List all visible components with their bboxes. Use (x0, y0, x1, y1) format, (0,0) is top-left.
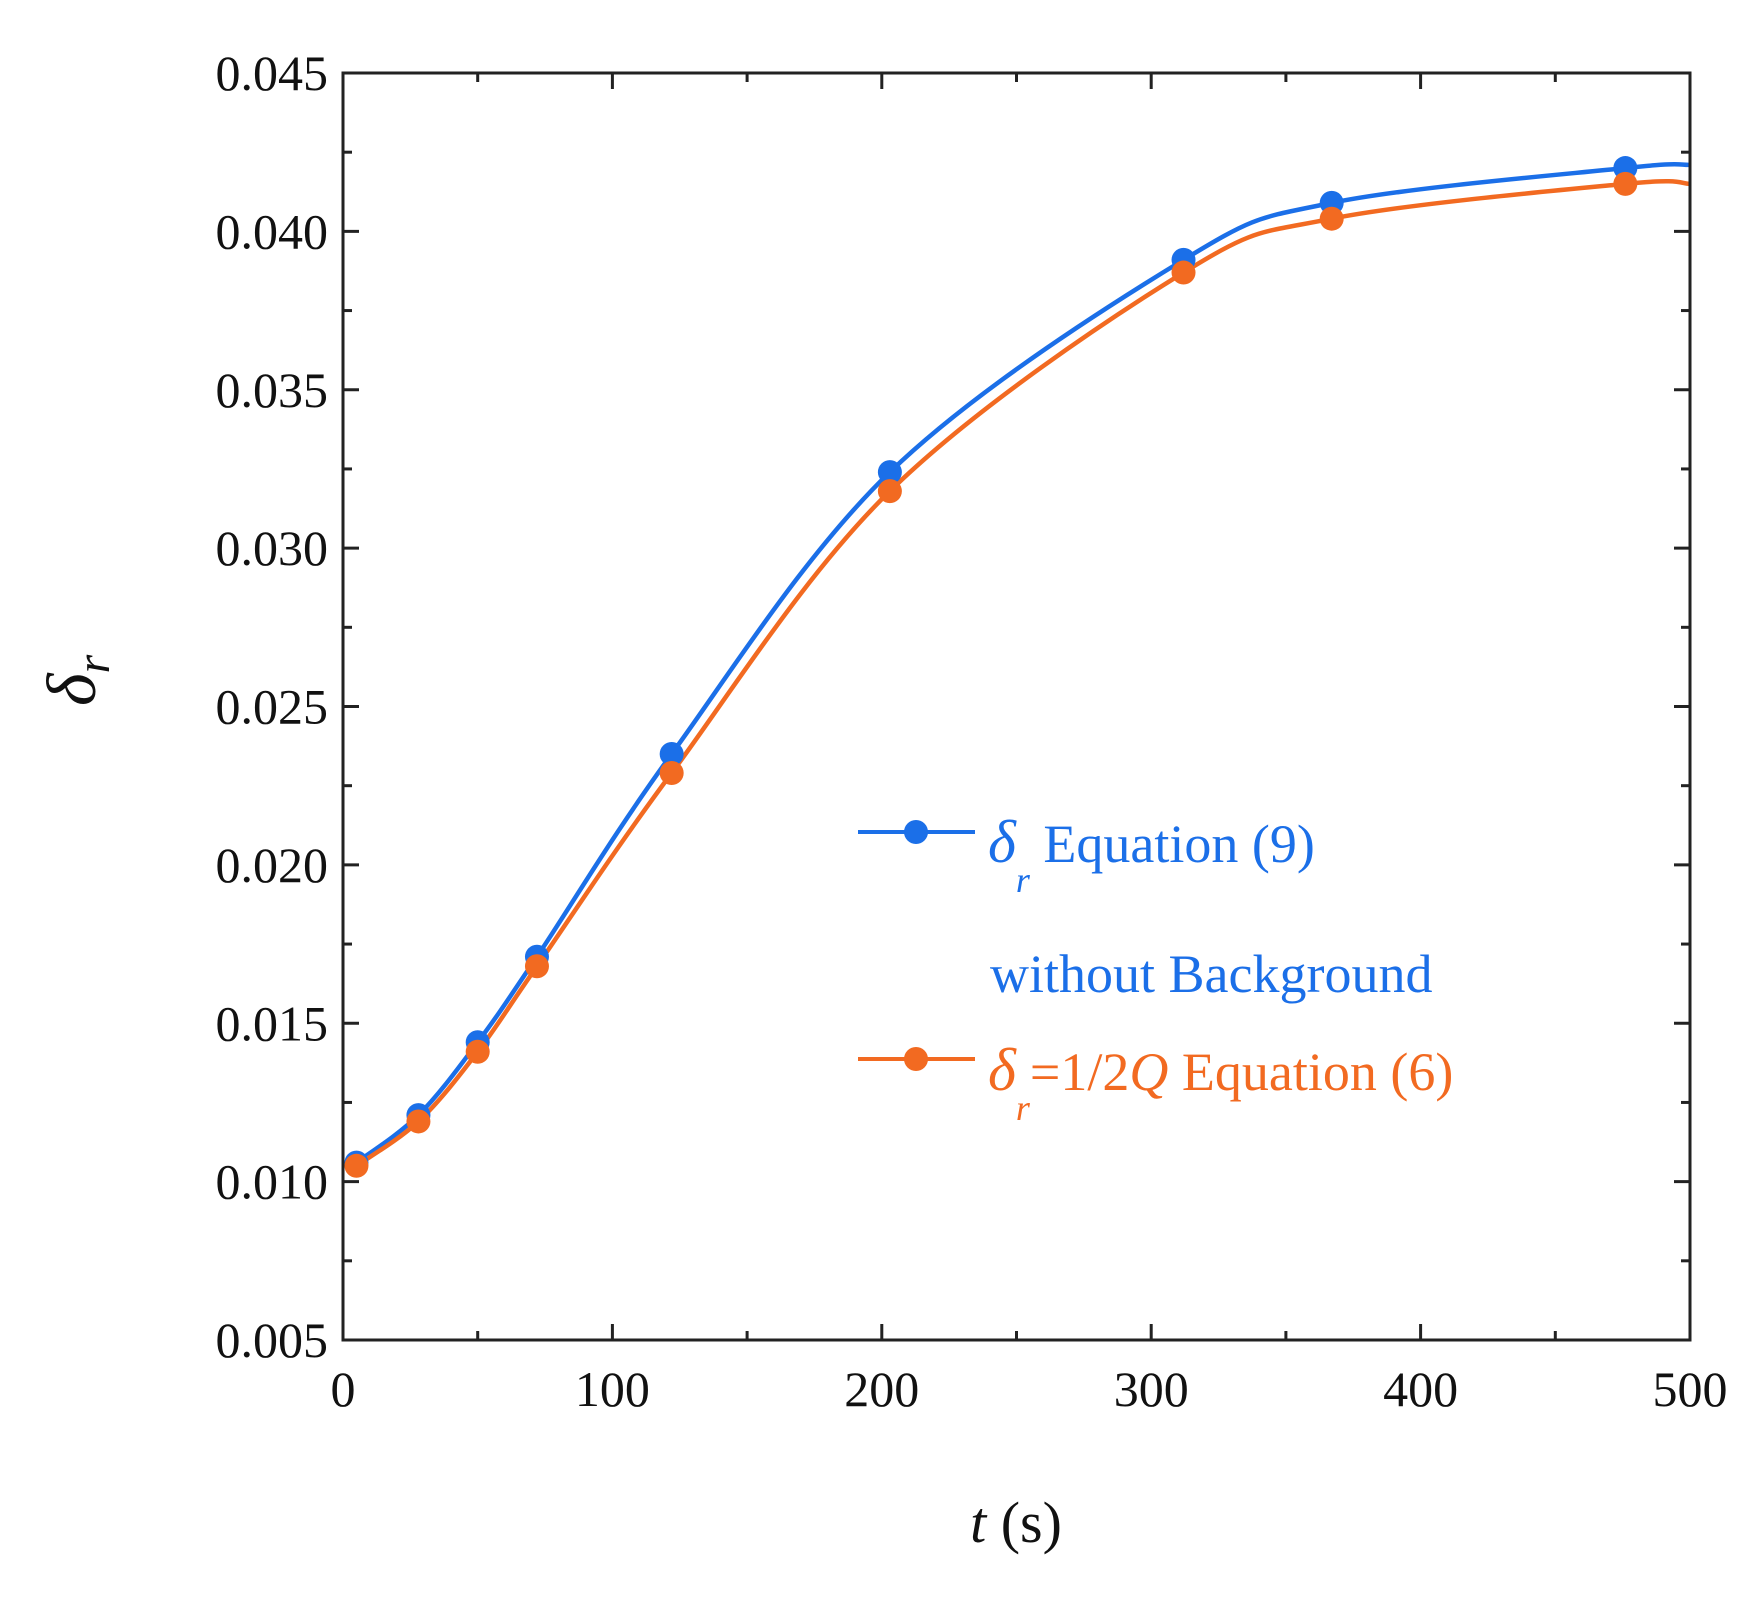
x-tick-label: 300 (1114, 1361, 1189, 1417)
legend-orange-symbol: δ (988, 1037, 1017, 1103)
y-tick-label: 0.025 (216, 679, 329, 735)
x-axis-label: t (s) (970, 1490, 1062, 1555)
x-axis-label-var: t (970, 1490, 988, 1555)
data-point-1 (344, 1153, 369, 1178)
data-point-1 (1171, 260, 1196, 285)
data-point-0 (877, 460, 902, 485)
legend-marker-blue (904, 820, 928, 844)
y-axis-label-symbol: δ (34, 672, 111, 706)
legend-orange-sub: r (1016, 1088, 1031, 1128)
series-line-1 (355, 179, 1691, 1168)
data-point-0 (659, 742, 684, 767)
x-tick-label: 500 (1653, 1361, 1728, 1417)
x-tick-label: 200 (844, 1361, 919, 1417)
legend: δr Equation (9) without Background δr=1/… (858, 809, 1453, 1128)
data-point-1 (1613, 171, 1638, 196)
legend-label-orange: δr=1/2Q Equation (6) (988, 1037, 1453, 1128)
labels-layer: 0 100 200 300 400 500 0.005 0.010 0.015 0.020 0.02… (216, 45, 1728, 1417)
legend-orange-q: Q (1129, 1042, 1168, 1102)
ticks-layer (341, 71, 1692, 1342)
series-line-0 (355, 162, 1691, 1165)
data-point-1 (465, 1039, 490, 1064)
y-tick-label: 0.015 (216, 995, 329, 1051)
y-axis-label: δr (34, 654, 120, 706)
y-tick-label: 0.020 (216, 837, 329, 893)
legend-blue-rest: Equation (9) (1030, 814, 1315, 874)
data-point-1 (1319, 206, 1344, 231)
x-axis-label-unit: (s) (986, 1490, 1062, 1555)
data-point-1 (877, 479, 902, 504)
y-tick-label: 0.045 (216, 45, 329, 101)
legend-blue-symbol: δ (988, 809, 1017, 875)
legend-orange-eq: =1/2 (1030, 1042, 1129, 1102)
plot-frame (341, 71, 1692, 1342)
legend-label-blue-line2: without Background (990, 944, 1432, 1004)
x-tick-label: 400 (1383, 1361, 1458, 1417)
series-layer (344, 156, 1691, 1178)
y-tick-label: 0.005 (216, 1312, 329, 1368)
legend-label-blue: δr Equation (9) (988, 809, 1315, 900)
y-tick-label: 0.040 (216, 203, 329, 259)
y-tick-label: 0.035 (216, 362, 329, 418)
x-tick-label: 0 (331, 1361, 356, 1417)
legend-orange-rest: Equation (6) (1168, 1042, 1453, 1102)
y-axis-label-subscript: r (67, 654, 120, 673)
data-point-1 (524, 954, 549, 979)
y-tick-label: 0.010 (216, 1154, 329, 1210)
legend-blue-sub: r (1016, 860, 1031, 900)
x-tick-label: 100 (575, 1361, 650, 1417)
legend-marker-orange (904, 1047, 928, 1071)
y-tick-label: 0.030 (216, 520, 329, 576)
data-point-1 (659, 761, 684, 786)
data-point-1 (406, 1109, 431, 1134)
